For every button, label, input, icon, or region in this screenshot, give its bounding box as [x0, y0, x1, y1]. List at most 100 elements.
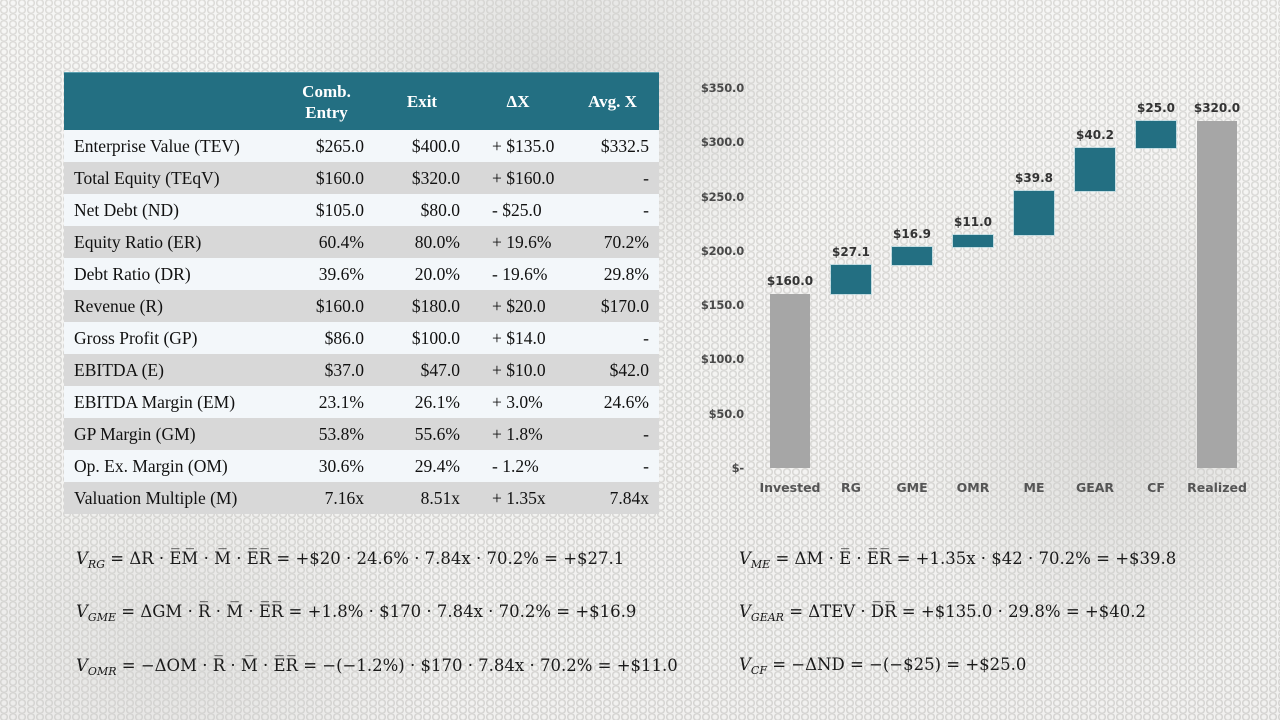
- table-row: Enterprise Value (TEV) $265.0 $400.0 + $135…: [64, 130, 659, 162]
- header-avg: Avg. X: [566, 72, 659, 130]
- x-axis-label: GEAR: [1075, 480, 1115, 495]
- bar-value-label: $27.1: [832, 244, 870, 259]
- y-axis-tick: $250.0: [700, 189, 744, 204]
- cell-avg: 70.2%: [566, 226, 659, 258]
- formula-subscript: ME: [750, 558, 771, 571]
- cell-delta: + 1.8%: [470, 418, 566, 450]
- y-axis-tick: $50.0: [708, 406, 745, 421]
- y-axis-tick: $100.0: [700, 352, 744, 367]
- cell-comb-entry: 60.4%: [279, 226, 374, 258]
- formula-var: V: [76, 549, 88, 568]
- cell-delta: + 3.0%: [470, 386, 566, 418]
- y-axis-tick: $300.0: [700, 135, 744, 150]
- row-label: EBITDA Margin (EM): [64, 386, 279, 418]
- cell-comb-entry: 7.16x: [279, 482, 374, 514]
- row-label: GP Margin (GM): [64, 418, 279, 450]
- bar-gme: [892, 246, 932, 265]
- row-label: EBITDA (E): [64, 354, 279, 386]
- formula-subscript: CF: [750, 664, 767, 677]
- bar-realized: [1197, 120, 1237, 468]
- cell-avg: $170.0: [566, 290, 659, 322]
- table-row: Op. Ex. Margin (OM) 30.6% 29.4% - 1.2% -: [64, 450, 659, 482]
- table-row: Debt Ratio (DR) 39.6% 20.0% - 19.6% 29.8%: [64, 258, 659, 290]
- formula-var: V: [76, 602, 88, 621]
- cell-exit: $400.0: [374, 130, 470, 162]
- cell-avg: -: [566, 450, 659, 482]
- cell-delta: + $14.0: [470, 322, 566, 354]
- cell-avg: -: [566, 194, 659, 226]
- cell-comb-entry: 39.6%: [279, 258, 374, 290]
- table-row: EBITDA (E) $37.0 $47.0 + $10.0 $42.0: [64, 354, 659, 386]
- table-row: Gross Profit (GP) $86.0 $100.0 + $14.0-: [64, 322, 659, 354]
- cell-exit: 80.0%: [374, 226, 470, 258]
- cell-exit: 26.1%: [374, 386, 470, 418]
- cell-delta: + $10.0: [470, 354, 566, 386]
- x-axis-label: GME: [896, 480, 928, 495]
- formula-var: V: [739, 602, 751, 621]
- formula-gear: VGEAR = ΔTEV · D̅R̅ = +$135.0 · 29.8% = …: [739, 602, 1146, 624]
- metrics-table-container: Comb. Entry Exit ΔX Avg. X Enterprise Val…: [64, 72, 659, 514]
- formula-var: V: [739, 549, 751, 568]
- cell-comb-entry: 30.6%: [279, 450, 374, 482]
- bar-value-label: $16.9: [893, 226, 931, 241]
- formula-expression: = −ΔND = −(−$25) = +$25.0: [766, 655, 1027, 674]
- formula-var: V: [739, 655, 751, 674]
- bar-value-label: $25.0: [1137, 100, 1175, 115]
- formula-expression: = ΔGM · R̅ · M̅ · E̅R̅ = +1.8% · $170 · …: [116, 602, 637, 621]
- cell-exit: 8.51x: [374, 482, 470, 514]
- cell-delta: + $160.0: [470, 162, 566, 194]
- bar-value-label: $40.2: [1076, 127, 1114, 142]
- bar-value-label: $160.0: [766, 274, 814, 289]
- bar-invested: [770, 294, 810, 468]
- cell-exit: 20.0%: [374, 258, 470, 290]
- table-header-row: Comb. Entry Exit ΔX Avg. X: [64, 72, 659, 130]
- table-row: Net Debt (ND) $105.0 $80.0- $25.0-: [64, 194, 659, 226]
- cell-exit: $80.0: [374, 194, 470, 226]
- cell-avg: -: [566, 322, 659, 354]
- x-axis-label: ME: [1023, 480, 1045, 495]
- cell-exit: 55.6%: [374, 418, 470, 450]
- formula-expression: = ΔTEV · D̅R̅ = +$135.0 · 29.8% = +$40.2: [783, 602, 1146, 621]
- cell-avg: -: [566, 162, 659, 194]
- bar-me: [1014, 191, 1054, 235]
- table-row: EBITDA Margin (EM) 23.1% 26.1% + 3.0% 24.6%: [64, 386, 659, 418]
- row-label: Revenue (R): [64, 290, 279, 322]
- cell-avg: 24.6%: [566, 386, 659, 418]
- formula-subscript: OMR: [87, 665, 117, 678]
- cell-avg: 7.84x: [566, 482, 659, 514]
- cell-delta: + $20.0: [470, 290, 566, 322]
- cell-delta: - 1.2%: [470, 450, 566, 482]
- bar-value-label: $11.0: [954, 214, 992, 229]
- row-label: Net Debt (ND): [64, 194, 279, 226]
- x-axis-label: Invested: [759, 480, 821, 495]
- bar-value-label: $39.8: [1015, 171, 1053, 186]
- row-label: Gross Profit (GP): [64, 322, 279, 354]
- y-axis-tick: $200.0: [700, 243, 744, 258]
- formula-expression: = ΔM · E̅ · E̅R̅ = +1.35x · $42 · 70.2% …: [770, 549, 1177, 568]
- header-exit: Exit: [374, 72, 470, 130]
- formula-subscript: GME: [87, 611, 117, 624]
- formula-subscript: RG: [87, 558, 105, 571]
- formula-expression: = −ΔOM · R̅ · M̅ · E̅R̅ = −(−1.2%) · $17…: [116, 656, 678, 675]
- y-axis-tick: $350.0: [700, 81, 744, 95]
- cell-exit: $47.0: [374, 354, 470, 386]
- row-label: Valuation Multiple (M): [64, 482, 279, 514]
- table-row: Valuation Multiple (M) 7.16x 8.51x + 1.35x 7…: [64, 482, 659, 514]
- cell-comb-entry: $160.0: [279, 162, 374, 194]
- table-body: Enterprise Value (TEV) $265.0 $400.0 + $135…: [64, 130, 659, 514]
- row-label: Equity Ratio (ER): [64, 226, 279, 258]
- table-row: Total Equity (TEqV) $160.0 $320.0 + $160.0-: [64, 162, 659, 194]
- cell-comb-entry: 23.1%: [279, 386, 374, 418]
- x-axis-label: OMR: [956, 480, 990, 495]
- cell-avg: $332.5: [566, 130, 659, 162]
- formula-cf: VCF = −ΔND = −(−$25) = +$25.0: [739, 655, 1026, 677]
- table-row: GP Margin (GM) 53.8% 55.6% + 1.8% -: [64, 418, 659, 450]
- header-comb-line1: Comb.: [302, 81, 351, 101]
- cell-delta: - $25.0: [470, 194, 566, 226]
- metrics-table: Comb. Entry Exit ΔX Avg. X Enterprise Val…: [64, 72, 659, 514]
- cell-comb-entry: $37.0: [279, 354, 374, 386]
- cell-comb-entry: 53.8%: [279, 418, 374, 450]
- cell-delta: - 19.6%: [470, 258, 566, 290]
- row-label: Op. Ex. Margin (OM): [64, 450, 279, 482]
- header-comb-line2: Entry: [305, 102, 348, 122]
